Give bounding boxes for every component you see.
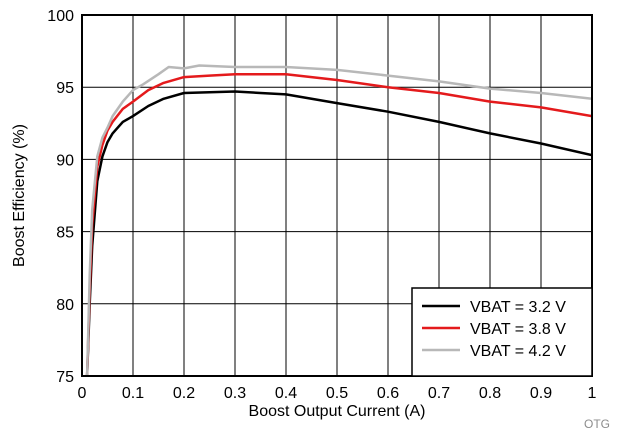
legend-label: VBAT = 4.2 V	[470, 343, 566, 360]
legend-box	[411, 287, 593, 377]
x-axis-title: Boost Output Current (A)	[249, 403, 426, 420]
legend-label: VBAT = 3.8 V	[470, 321, 566, 338]
series-line-1	[85, 90, 592, 376]
y-tick-label: 90	[56, 152, 74, 169]
x-tick-label: 0.6	[377, 385, 399, 402]
y-tick-label: 75	[56, 369, 74, 386]
plot-frame	[81, 14, 593, 377]
x-tick-label: 0.7	[428, 385, 450, 402]
y-tick-label: 80	[56, 297, 74, 314]
x-tick-label: 0.4	[275, 385, 297, 402]
series-line-2	[85, 72, 592, 376]
y-tick-labels: 75 80 85 90 95 100	[47, 8, 74, 386]
y-axis-title: Boost Efficiency (%)	[11, 124, 28, 267]
legend: VBAT = 3.2 V VBAT = 3.8 V VBAT = 4.2 V	[411, 287, 593, 377]
y-tick-label: 85	[56, 225, 74, 242]
x-tick-label: 0	[78, 385, 87, 402]
x-tick-label: 0.8	[479, 385, 501, 402]
y-tick-label: 100	[47, 8, 74, 25]
x-tick-label: 0.9	[530, 385, 552, 402]
footnote-label: OTG	[584, 417, 610, 431]
series-line-3	[85, 64, 592, 376]
x-tick-label: 0.5	[326, 385, 348, 402]
x-tick-labels: 0 0.1 0.2 0.3 0.4 0.5 0.6 0.7 0.8 0.9 1	[78, 385, 597, 402]
x-tick-label: 1	[588, 385, 597, 402]
y-tick-label: 95	[56, 80, 74, 97]
x-tick-label: 0.1	[122, 385, 144, 402]
series-lines	[85, 64, 592, 376]
x-tick-label: 0.3	[224, 385, 246, 402]
legend-label: VBAT = 3.2 V	[470, 299, 566, 316]
x-tick-label: 0.2	[173, 385, 195, 402]
